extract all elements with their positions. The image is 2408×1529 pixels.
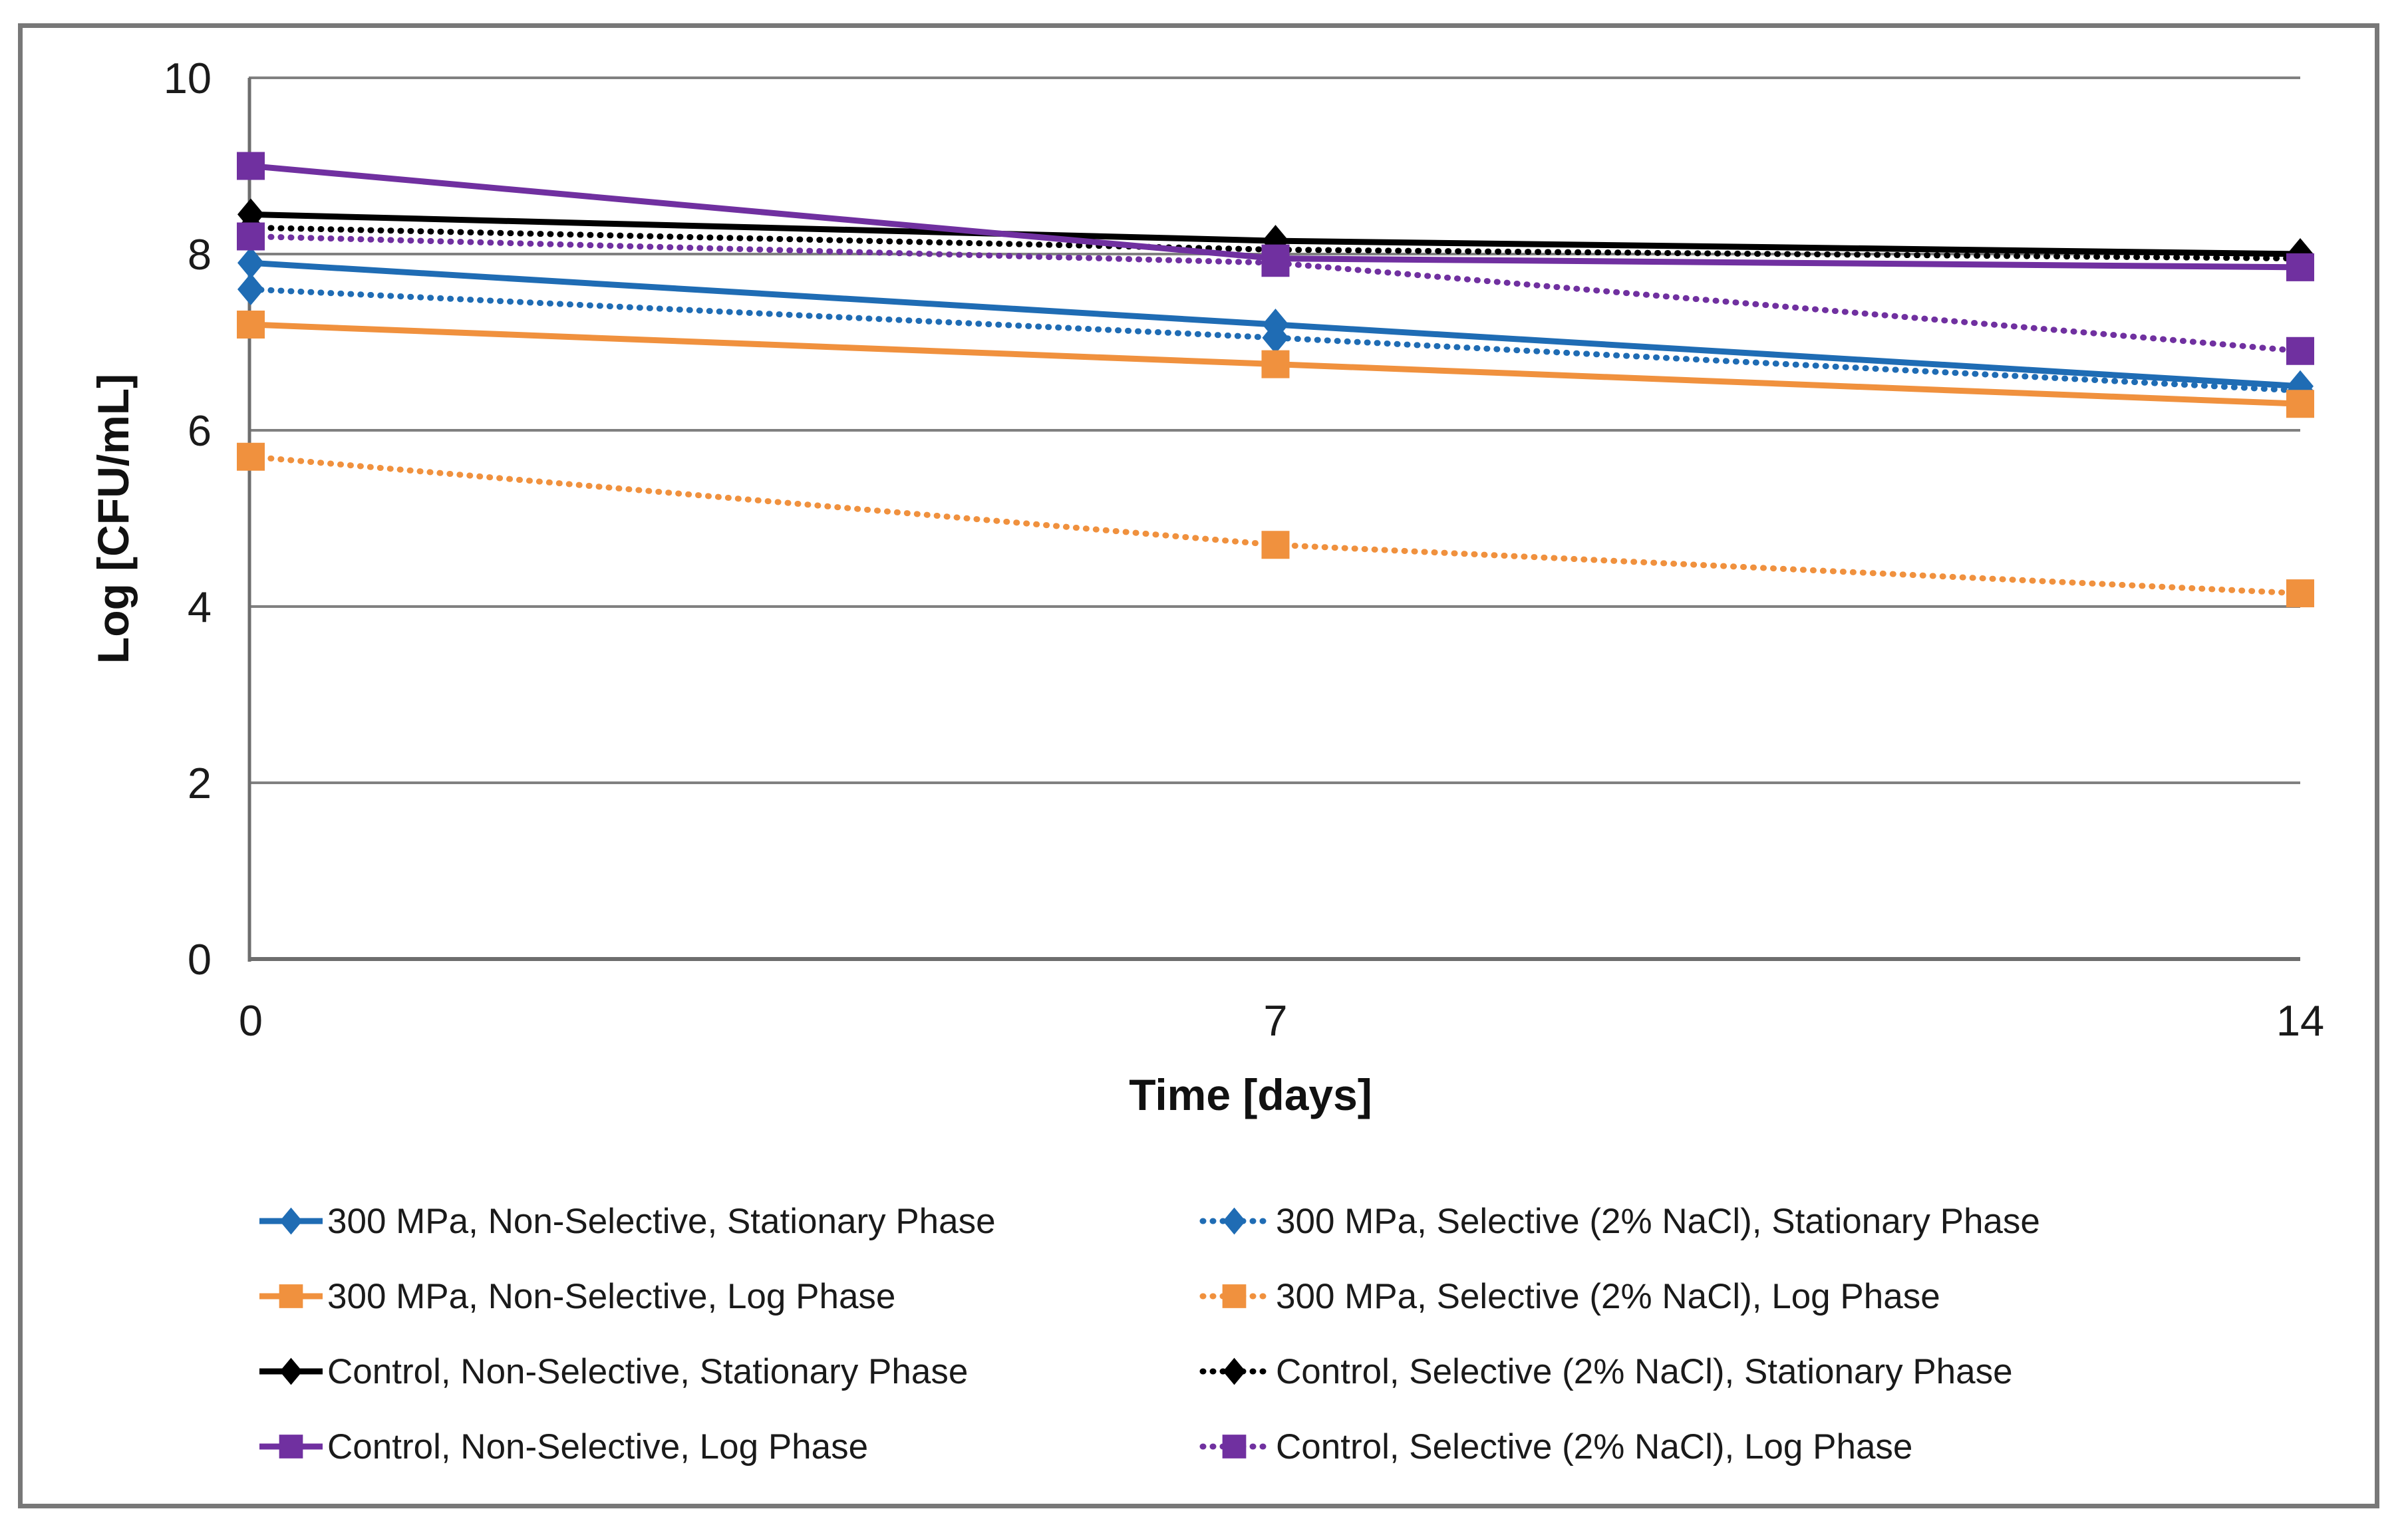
y-tick-label: 6 [188, 406, 212, 455]
series-2 [237, 311, 2314, 418]
legend-label: Control, Selective (2% NaCl), Stationary… [1276, 1352, 2013, 1391]
data-point-marker-square [2286, 390, 2314, 418]
data-point-marker-diamond [1223, 1207, 1246, 1235]
y-tick-label: 2 [188, 759, 212, 807]
y-axis-title: Log [CFU/mL] [88, 373, 138, 664]
series-1 [237, 273, 2314, 407]
legend-label: Control, Selective (2% NaCl), Log Phase [1276, 1427, 1912, 1466]
legend-item: Control, Non-Selective, Stationary Phase [259, 1352, 968, 1391]
legend-label: 300 MPa, Selective (2% NaCl), Log Phase [1276, 1277, 1940, 1316]
y-tick-label: 8 [188, 230, 212, 279]
legend-item: 300 MPa, Non-Selective, Log Phase [259, 1277, 895, 1316]
legend-label: 300 MPa, Non-Selective, Log Phase [327, 1277, 895, 1316]
legend-item: 300 MPa, Non-Selective, Stationary Phase [259, 1202, 996, 1241]
data-point-marker-diamond [1262, 321, 1289, 354]
series-3 [237, 442, 2314, 608]
x-tick-label: 0 [239, 996, 263, 1045]
data-point-marker-square [1222, 1284, 1247, 1308]
data-point-marker-square [1222, 1435, 1247, 1459]
y-tick-label: 0 [188, 935, 212, 984]
data-point-marker-diamond [279, 1207, 303, 1235]
legend-item: 300 MPa, Selective (2% NaCl), Log Phase [1199, 1277, 1940, 1316]
data-point-marker-square [237, 311, 265, 339]
legend-label: 300 MPa, Non-Selective, Stationary Phase [327, 1202, 996, 1241]
data-point-marker-diamond [1223, 1357, 1246, 1385]
data-point-marker-square [2286, 579, 2314, 608]
data-point-marker-square [1261, 249, 1290, 277]
legend-item: 300 MPa, Selective (2% NaCl), Stationary… [1199, 1202, 2040, 1241]
data-point-marker-square [237, 222, 265, 251]
data-point-marker-diamond [237, 247, 264, 279]
legend-label: 300 MPa, Selective (2% NaCl), Stationary… [1276, 1202, 2040, 1241]
data-point-marker-diamond [237, 273, 264, 305]
series-line [247, 454, 2304, 597]
x-tick-label: 14 [2276, 996, 2324, 1045]
data-point-marker-square [237, 152, 265, 180]
data-point-marker-square [2286, 253, 2314, 281]
data-point-marker-square [2286, 337, 2314, 365]
data-point-marker-square [1261, 531, 1290, 559]
data-point-marker-diamond [279, 1357, 303, 1385]
data-point-marker-square [279, 1284, 303, 1308]
data-point-marker-square [237, 442, 265, 471]
data-point-marker-square [279, 1435, 303, 1459]
legend-label: Control, Non-Selective, Log Phase [327, 1427, 868, 1466]
legend-item: Control, Selective (2% NaCl), Stationary… [1199, 1352, 2013, 1391]
y-tick-label: 4 [188, 583, 212, 631]
legend-label: Control, Non-Selective, Stationary Phase [327, 1352, 968, 1391]
legend-item: Control, Non-Selective, Log Phase [259, 1427, 868, 1466]
y-tick-label: 10 [164, 54, 212, 102]
legend-item: Control, Selective (2% NaCl), Log Phase [1199, 1427, 1912, 1466]
x-axis-title: Time [days] [1129, 1070, 1372, 1119]
x-tick-label: 7 [1263, 996, 1287, 1045]
data-point-marker-square [1261, 350, 1290, 378]
series-7 [237, 222, 2314, 365]
